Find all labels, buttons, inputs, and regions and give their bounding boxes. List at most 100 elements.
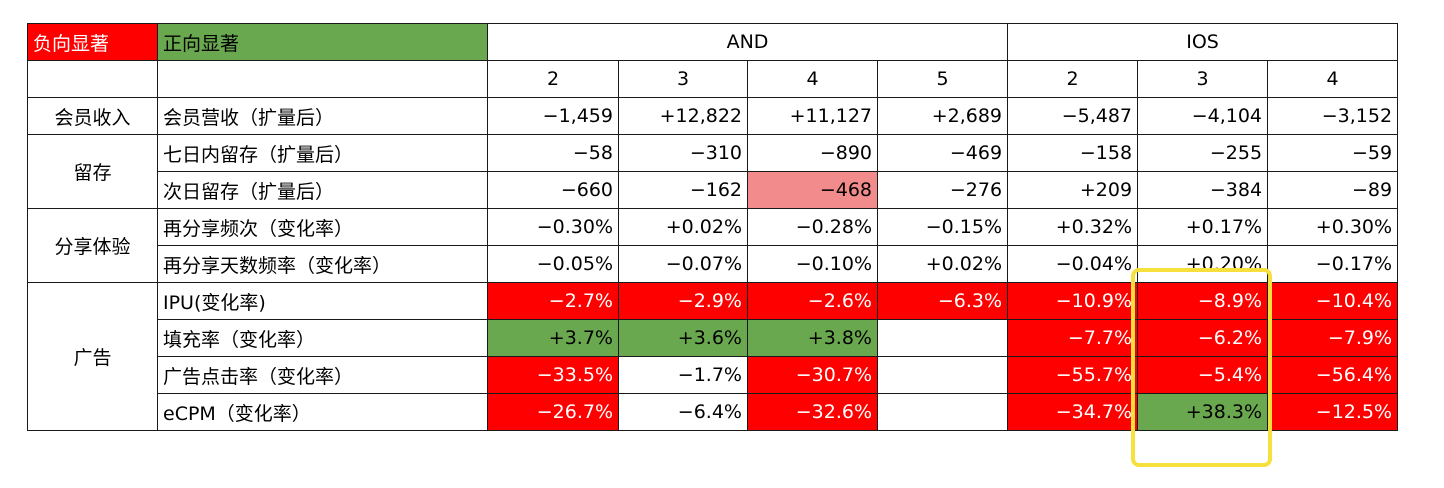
value-cell: −0.17% [1267, 245, 1399, 283]
value-cell [876, 356, 1009, 394]
column-header: 4 [1267, 60, 1399, 98]
value-cell: −255 [1137, 134, 1269, 172]
group-header-ios: IOS [1007, 23, 1399, 61]
value-cell: −469 [876, 134, 1009, 172]
value-cell: +0.32% [1007, 208, 1139, 246]
value-cell: −10.9% [1007, 282, 1139, 320]
column-header: 2 [487, 60, 619, 98]
value-cell: −56.4% [1267, 356, 1399, 394]
value-cell: −0.28% [747, 208, 878, 246]
column-header: 3 [1137, 60, 1269, 98]
value-cell: −7.7% [1007, 319, 1139, 357]
value-cell: +0.20% [1137, 245, 1269, 283]
column-header-row: 2 3 4 5 2 3 4 [27, 60, 1399, 98]
value-cell: −310 [618, 134, 748, 172]
value-cell: −55.7% [1007, 356, 1139, 394]
column-header: 5 [876, 60, 1009, 98]
table-row: eCPM（变化率） −26.7% −6.4% −32.6% −34.7% +38.3% −1… [28, 393, 1399, 431]
value-cell [876, 393, 1009, 431]
metric-cell: 填充率（变化率） [157, 319, 488, 357]
value-cell: −468 [747, 171, 878, 209]
value-cell: +12,822 [618, 97, 748, 135]
table-row: 会员收入 会员营收（扩量后） −1,459 +12,822 +11,127 +2,689−… [27, 97, 1399, 135]
metric-cell: IPU(变化率) [157, 282, 488, 320]
value-cell: −0.07% [618, 245, 748, 283]
value-cell: −2.9% [618, 282, 748, 320]
value-cell: −660 [487, 171, 619, 209]
value-cell: −5,487 [1007, 97, 1139, 135]
value-cell: +3.7% [487, 319, 619, 357]
value-cell: +0.17% [1137, 208, 1269, 246]
value-cell: −276 [876, 171, 1009, 209]
value-cell: −0.04% [1007, 245, 1139, 283]
value-cell: +0.02% [618, 208, 748, 246]
value-cell: −158 [1007, 134, 1139, 172]
column-header: 4 [747, 60, 878, 98]
value-cell: −384 [1137, 171, 1269, 209]
value-cell: +0.02% [876, 245, 1009, 283]
value-cell: +0.30% [1267, 208, 1399, 246]
value-cell: −58 [487, 134, 619, 172]
table-body: 会员收入 会员营收（扩量后） −1,459 +12,822 +11,127 +2,689−… [27, 97, 1399, 431]
value-cell: −30.7% [747, 356, 878, 394]
metric-cell: 七日内留存（扩量后） [157, 134, 488, 172]
value-cell: −6.4% [618, 393, 748, 431]
value-cell: +3.6% [618, 319, 748, 357]
value-cell: −1,459 [487, 97, 619, 135]
legend-negative: 负向显著 [27, 23, 158, 61]
value-cell: −1.7% [618, 356, 748, 394]
table-row: 填充率（变化率） +3.7% +3.6% +3.8% −7.7% −6.2% −7.9% [28, 319, 1399, 357]
table-row: 次日留存（扩量后） −660 −162 −468 −276 +209 −384 −89 [28, 171, 1399, 209]
value-cell: −34.7% [1007, 393, 1139, 431]
value-cell: −2.7% [487, 282, 619, 320]
table-row: 留存 七日内留存（扩量后） −58 −310 −890 −469 −158 −255 −59 [27, 134, 1399, 209]
metric-cell: 次日留存（扩量后） [157, 171, 488, 209]
value-cell: −2.6% [747, 282, 878, 320]
value-cell: −0.15% [876, 208, 1009, 246]
value-cell: −59 [1267, 134, 1399, 172]
value-cell: −7.9% [1267, 319, 1399, 357]
value-cell: +2,689 [876, 97, 1009, 135]
value-cell: +209 [1007, 171, 1139, 209]
empty-corner-cell [157, 60, 488, 98]
value-cell: −32.6% [747, 393, 878, 431]
legend-positive: 正向显著 [157, 23, 488, 61]
table-row: 再分享天数频率（变化率） −0.05% −0.07% −0.10% +0.02% −0.0… [28, 245, 1399, 283]
value-cell: −33.5% [487, 356, 619, 394]
value-cell: −6.2% [1137, 319, 1269, 357]
value-cell: −26.7% [487, 393, 619, 431]
column-header: 2 [1007, 60, 1139, 98]
value-cell: −8.9% [1137, 282, 1269, 320]
value-cell: −5.4% [1137, 356, 1269, 394]
value-cell: −162 [618, 171, 748, 209]
group-header-and: AND [486, 23, 1009, 61]
category-cell: 分享体验 [27, 208, 158, 283]
value-cell: −12.5% [1267, 393, 1399, 431]
category-cell: 留存 [27, 134, 158, 209]
value-cell: −0.30% [487, 208, 619, 246]
metric-cell: 广告点击率（变化率） [157, 356, 488, 394]
value-cell: −890 [747, 134, 878, 172]
value-cell: −0.10% [747, 245, 878, 283]
value-cell: +38.3% [1137, 393, 1269, 431]
column-header: 3 [618, 60, 748, 98]
value-cell: −4,104 [1137, 97, 1269, 135]
table-row: 广告点击率（变化率） −33.5% −1.7% −30.7% −55.7% −5.4% −5… [28, 356, 1399, 394]
metric-cell: 再分享天数频率（变化率） [157, 245, 488, 283]
value-cell: −6.3% [876, 282, 1009, 320]
table-row: 分享体验 再分享频次（变化率） −0.30% +0.02% −0.28% −0.15% +0… [27, 208, 1399, 283]
empty-corner-cell [27, 60, 158, 98]
value-cell: −10.4% [1267, 282, 1399, 320]
results-table: 负向显著 正向显著 AND IOS 2 3 4 5 2 3 4 会员收入 会员营收… [27, 23, 1399, 431]
metric-cell: 会员营收（扩量后） [157, 97, 488, 135]
category-cell: 会员收入 [27, 97, 158, 135]
legend-row: 负向显著 正向显著 AND IOS [27, 23, 1399, 61]
value-cell: −3,152 [1267, 97, 1399, 135]
value-cell: −0.05% [487, 245, 619, 283]
value-cell [876, 319, 1009, 357]
value-cell: +3.8% [747, 319, 878, 357]
value-cell: +11,127 [747, 97, 878, 135]
table-row: 广告 IPU(变化率) −2.7% −2.9% −2.6% −6.3% −10.9% −8.9… [27, 282, 1399, 431]
metric-cell: 再分享频次（变化率） [157, 208, 488, 246]
metric-cell: eCPM（变化率） [157, 393, 488, 431]
